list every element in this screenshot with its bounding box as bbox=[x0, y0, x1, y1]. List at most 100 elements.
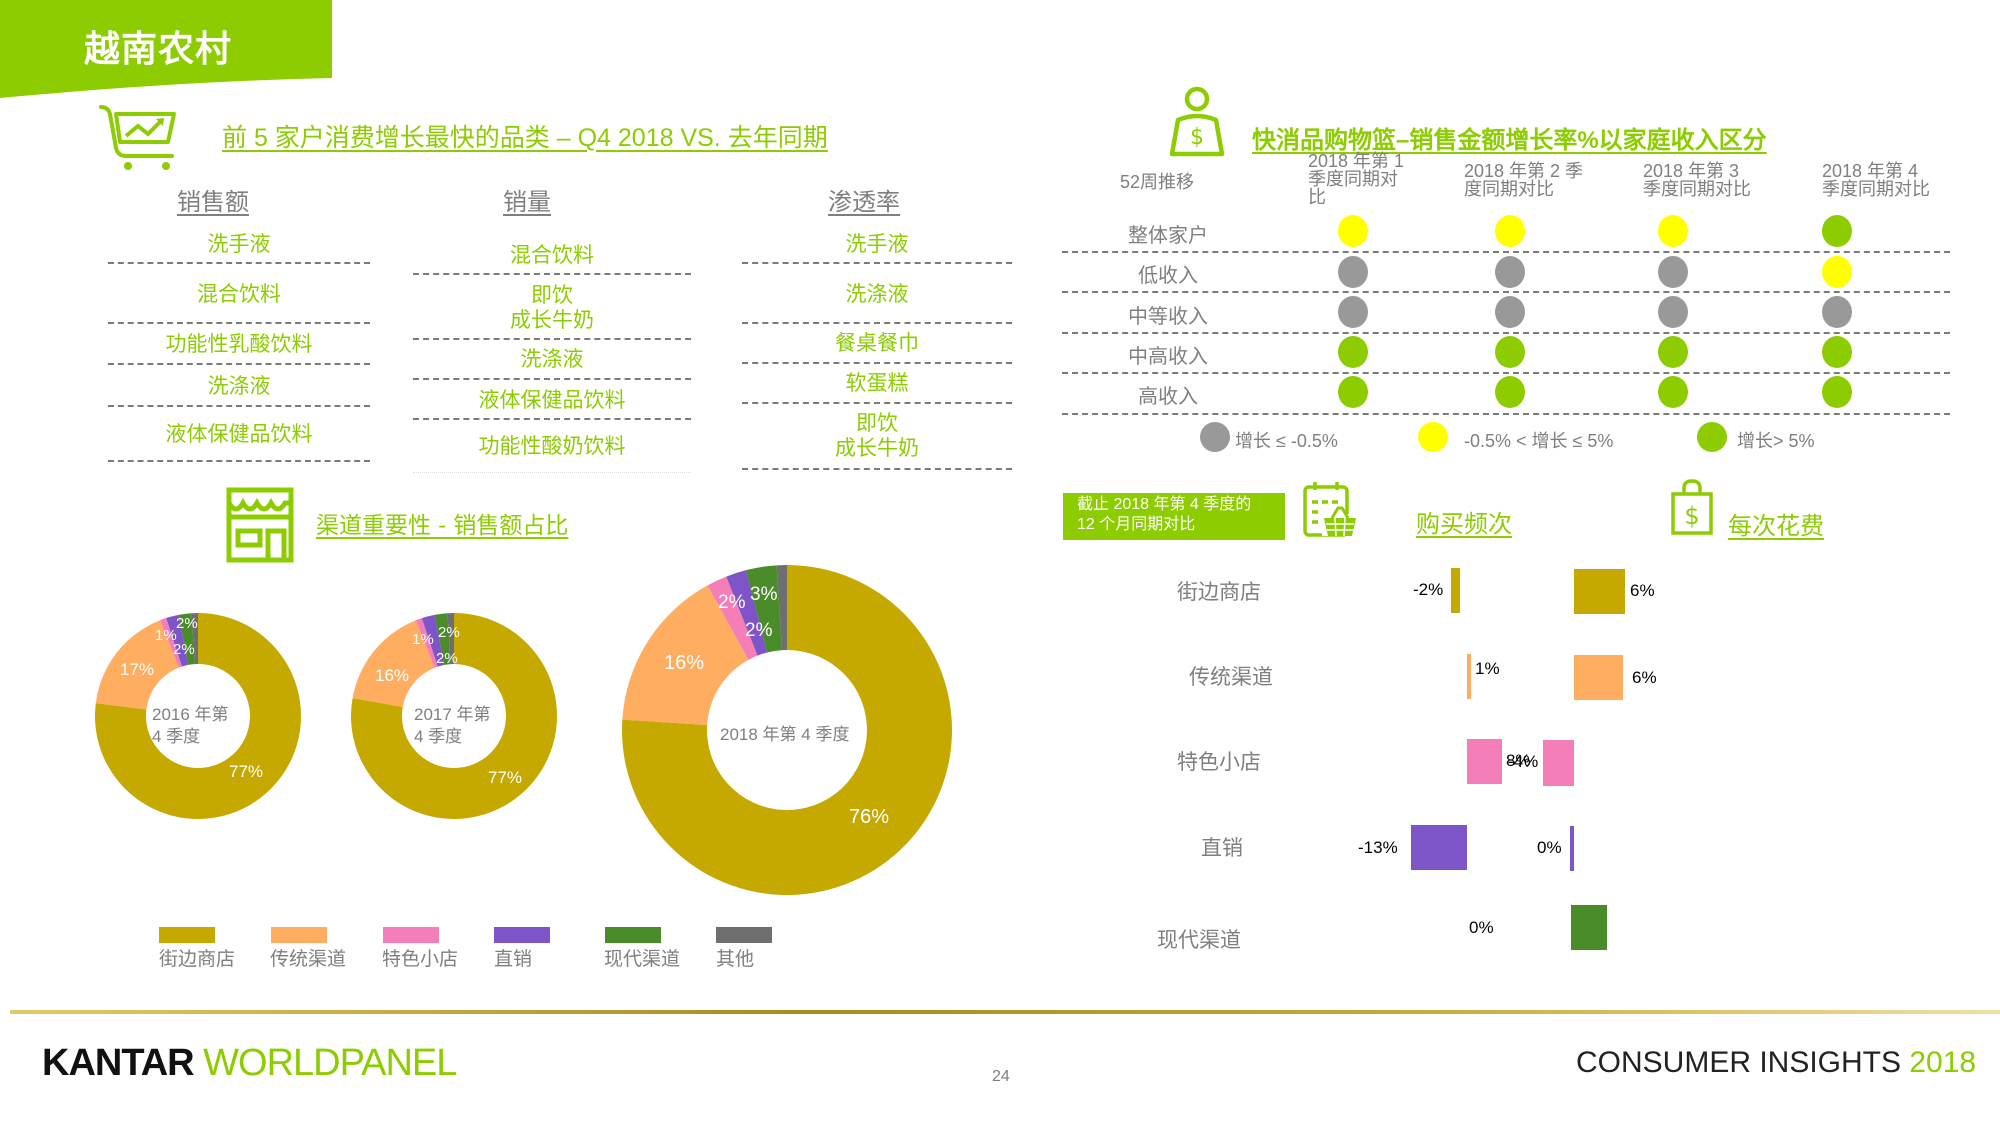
donut-value-label: 2% bbox=[173, 641, 195, 658]
footer-tagline: CONSUMER INSIGHTS 2018 bbox=[1576, 1046, 1976, 1080]
category-item: 软蛋糕 bbox=[845, 372, 909, 395]
status-dot-high bbox=[1658, 336, 1688, 368]
donut-value-label: 76% bbox=[849, 806, 890, 828]
category-item: 混合饮料 bbox=[510, 244, 594, 267]
donut-value-label: 17% bbox=[120, 660, 155, 679]
status-dot-high bbox=[1822, 376, 1852, 408]
spend-bar bbox=[1570, 826, 1574, 871]
spend-value: -4% bbox=[1508, 752, 1539, 771]
channel-label: 现代渠道 bbox=[1157, 929, 1241, 952]
divider bbox=[742, 362, 1012, 364]
legend-dot-mid bbox=[1418, 422, 1448, 452]
category-item: 液体保健品饮料 bbox=[478, 389, 626, 412]
legend-label-high: 增长> 5% bbox=[1737, 431, 1815, 451]
svg-text:$: $ bbox=[1684, 502, 1699, 530]
donut-value-label: 2% bbox=[438, 624, 460, 641]
divider bbox=[1062, 251, 1950, 253]
purchase-frequency-title[interactable]: 购买频次 bbox=[1416, 511, 1512, 538]
frequency-bar bbox=[1411, 825, 1467, 870]
spend-per-trip-title[interactable]: 每次花费 bbox=[1728, 513, 1824, 540]
donut-value-label: 2% bbox=[745, 620, 773, 641]
legend-label: 现代渠道 bbox=[604, 949, 681, 970]
frequency-value: -2% bbox=[1413, 580, 1444, 599]
category-item: 即饮 成长牛奶 bbox=[510, 284, 594, 332]
divider bbox=[413, 338, 691, 340]
divider bbox=[742, 262, 1012, 264]
income-growth-table: 整体家户 低收入 中等收入 中高收入 高收入 bbox=[1062, 200, 1950, 420]
category-item: 即饮 成长牛奶 bbox=[835, 412, 919, 460]
legend-label: 直销 bbox=[494, 949, 533, 970]
donut-value-label: 77% bbox=[488, 768, 523, 787]
donut-center-label-2018: 2018 年第 4 季度 bbox=[720, 725, 850, 744]
frequency-bar bbox=[1467, 739, 1502, 784]
donut-value-label: 2% bbox=[436, 650, 458, 667]
status-dot-high bbox=[1658, 376, 1688, 408]
channel-label: 传统渠道 bbox=[1189, 666, 1273, 689]
divider bbox=[108, 405, 370, 407]
divider bbox=[108, 322, 370, 324]
frequency-value: 0% bbox=[1469, 918, 1494, 937]
divider bbox=[1062, 291, 1950, 293]
category-list-penetration: 洗手液 洗涤液 餐桌餐巾 软蛋糕 即饮 成长牛奶 bbox=[742, 220, 1012, 480]
donut-value-label: 2% bbox=[176, 615, 198, 632]
column-heading-sales-value: 销售额 bbox=[177, 189, 249, 216]
donut-segment bbox=[776, 565, 787, 651]
category-item: 洗涤液 bbox=[845, 283, 909, 306]
column-heading-penetration: 渗透率 bbox=[828, 189, 900, 216]
calendar-basket-icon bbox=[1303, 482, 1356, 537]
row-label: 低收入 bbox=[1138, 265, 1198, 287]
income-growth-title[interactable]: 快消品购物篮–销售金额增长率%以家庭收入区分 bbox=[1252, 127, 1767, 154]
svg-text:$: $ bbox=[1190, 125, 1204, 150]
divider bbox=[1062, 413, 1950, 415]
divider bbox=[742, 322, 1012, 324]
top-categories-title[interactable]: 前 5 家户消费增长最快的品类 – Q4 2018 VS. 去年同期 bbox=[222, 124, 828, 152]
category-item: 液体保健品饮料 bbox=[165, 423, 313, 446]
header-banner bbox=[0, 0, 332, 98]
category-item: 洗手液 bbox=[845, 233, 909, 256]
column-header-q3: 2018 年第 3 季度同期对比 bbox=[1643, 161, 1751, 199]
shopping-cart-trend-icon bbox=[99, 105, 176, 170]
status-dot-high bbox=[1822, 215, 1852, 247]
legend-label: 街边商店 bbox=[159, 949, 236, 970]
row-label: 中等收入 bbox=[1128, 306, 1208, 328]
legend-label: 其他 bbox=[716, 949, 755, 970]
divider bbox=[413, 418, 691, 420]
shopping-bag-dollar-icon: $ bbox=[1671, 479, 1713, 535]
column-header-q4: 2018 年第 4 季度同期对比 bbox=[1822, 161, 1930, 199]
spend-bar bbox=[1574, 655, 1623, 700]
channel-label: 特色小店 bbox=[1177, 751, 1261, 774]
frequency-bar bbox=[1467, 654, 1471, 699]
category-list-sales-value: 洗手液 混合饮料 功能性乳酸饮料 洗涤液 液体保健品饮料 bbox=[108, 220, 370, 470]
spend-bar bbox=[1574, 569, 1625, 614]
status-dot-low bbox=[1495, 256, 1525, 288]
status-dot-low bbox=[1658, 256, 1688, 288]
storefront-icon bbox=[226, 487, 294, 563]
legend-swatch bbox=[605, 927, 661, 943]
row-label: 高收入 bbox=[1138, 386, 1198, 408]
row-label: 中高收入 bbox=[1128, 346, 1208, 368]
category-list-sales-volume: 混合饮料 即饮 成长牛奶 洗涤液 液体保健品饮料 功能性酸奶饮料 bbox=[413, 220, 691, 480]
status-dot-low bbox=[1338, 296, 1368, 328]
period-note: 截止 2018 年第 4 季度的 12 个月同期对比 bbox=[1063, 493, 1285, 540]
divider bbox=[1062, 332, 1950, 334]
donut-value-label: 1% bbox=[412, 631, 434, 648]
page-number: 24 bbox=[992, 1068, 1010, 1085]
status-dot-high bbox=[1338, 376, 1368, 408]
status-dot-low bbox=[1338, 256, 1368, 288]
spend-value: 6% bbox=[1630, 581, 1655, 600]
category-item: 功能性乳酸饮料 bbox=[165, 333, 313, 356]
tagline-text: CONSUMER INSIGHTS bbox=[1576, 1046, 1902, 1079]
category-item: 餐桌餐巾 bbox=[835, 332, 919, 355]
money-weight-person-icon: $ bbox=[1169, 86, 1225, 157]
donut-value-label: 77% bbox=[229, 762, 264, 781]
status-dot-high bbox=[1822, 336, 1852, 368]
category-item: 混合饮料 bbox=[197, 283, 281, 306]
frequency-value: 1% bbox=[1475, 659, 1500, 678]
legend-dot-low bbox=[1200, 422, 1230, 452]
legend-swatch bbox=[716, 927, 772, 943]
donut-center-label-2016: 2016 年第 4 季度 bbox=[152, 705, 229, 746]
status-dot-low bbox=[1495, 296, 1525, 328]
donut-value-label: 16% bbox=[375, 666, 410, 685]
corner-label: 52周推移 bbox=[1120, 172, 1195, 192]
channel-importance-title[interactable]: 渠道重要性 - 销售额占比 bbox=[316, 513, 569, 539]
